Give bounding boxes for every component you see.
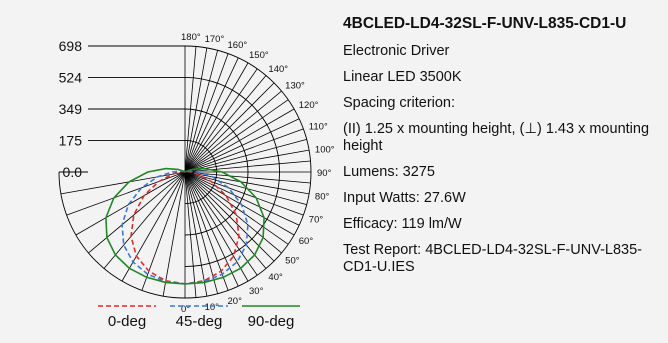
angle-label: 10°	[205, 302, 220, 313]
light-source-text: Linear LED 3500K	[343, 69, 462, 85]
angle-label: 60°	[299, 236, 314, 247]
grid-spoke	[184, 171, 249, 282]
grid-spoke	[88, 171, 186, 254]
angle-label: 20°	[228, 296, 243, 307]
grid-spoke	[184, 171, 258, 276]
driver-text: Electronic Driver	[343, 43, 450, 59]
grid-spoke	[184, 75, 267, 173]
grid-spoke	[184, 62, 249, 173]
spacing-criterion-label: Spacing criterion:	[343, 95, 456, 111]
grid-spoke	[184, 171, 307, 205]
grid-spoke	[184, 128, 304, 173]
grid-spoke	[184, 108, 295, 173]
legend-label: 90-deg	[248, 313, 295, 330]
photometric-polar-chart: 698 524 349 175 0.0 0° 10° 20° 30° 40°50° 60° 70° 8…	[58, 32, 335, 330]
grid-spoke	[184, 171, 289, 245]
grid-spoke	[184, 46, 197, 173]
angle-label: 130°	[285, 81, 305, 92]
angle-label: 30°	[249, 286, 264, 297]
product-title: 4BCLED-LD4-32SL-F-UNV-L835-CD1-U	[343, 15, 627, 32]
grid-spoke	[184, 171, 267, 269]
angle-label: 90°	[317, 168, 332, 179]
grid-frame	[58, 171, 186, 299]
grid-spoke	[103, 171, 186, 269]
angle-label: 180°	[181, 32, 201, 43]
angle-label: 170°	[205, 34, 225, 45]
grid-spoke	[121, 171, 186, 282]
grid-spoke	[66, 171, 186, 216]
grid-spoke	[60, 171, 186, 195]
product-info-panel: 4BCLED-LD4-32SL-F-UNV-L835-CD1-U Electro…	[343, 14, 661, 285]
angle-label: 150°	[249, 50, 269, 61]
angle-label: 50°	[285, 255, 300, 266]
angle-label: 160°	[228, 40, 248, 51]
angle-label: 70°	[309, 215, 324, 226]
grid-spoke	[184, 171, 282, 254]
input-watts-text: Input Watts: 27.6W	[343, 190, 466, 206]
grid-spoke	[184, 57, 239, 173]
grid-spoke	[184, 171, 295, 236]
radial-tick-label: 0.0	[63, 164, 83, 180]
grid-spoke	[184, 53, 229, 173]
grid-spoke	[184, 139, 307, 173]
lumens-text: Lumens: 3275	[343, 164, 435, 180]
grid-spoke	[184, 171, 239, 287]
spacing-criterion-value: (II) 1.25 x mounting height, (⊥) 1.43 x …	[343, 121, 650, 154]
grid-spoke	[75, 171, 186, 236]
grid-spoke	[184, 171, 300, 226]
distribution-curves	[105, 167, 265, 285]
angle-label: 80°	[315, 192, 330, 203]
angle-label: 120°	[299, 100, 319, 111]
grid-spoke	[184, 171, 304, 216]
grid-spoke	[184, 90, 282, 173]
series-curve-90-deg	[105, 167, 265, 285]
grid-spoke	[162, 171, 186, 297]
legend-label: 0-deg	[108, 313, 146, 330]
angle-label: 40°	[268, 272, 283, 283]
angle-label: 100°	[315, 144, 335, 155]
legend: 0-deg 45-deg 90-deg	[98, 305, 300, 330]
efficacy-text: Efficacy: 119 lm/W	[343, 216, 462, 232]
grid-spoke	[184, 160, 311, 173]
legend-label: 45-deg	[176, 313, 223, 330]
angle-label: 110°	[309, 121, 328, 132]
grid-spoke	[184, 171, 208, 297]
radial-tick-label: 698	[59, 38, 83, 54]
test-report-text: Test Report: 4BCLED-LD4-32SL-F-UNV-L835-…	[343, 242, 642, 275]
grid-spoke	[184, 82, 275, 173]
radial-tick-labels: 698 524 349 175 0.0	[59, 38, 185, 180]
grid-spoke	[184, 118, 300, 173]
grid-spoke	[184, 171, 197, 298]
grid-spoke	[184, 50, 218, 173]
grid-spoke	[184, 99, 289, 173]
angle-label: 140°	[268, 64, 288, 75]
grid-spoke	[184, 171, 218, 294]
angle-labels: 0° 10° 20° 30° 40°50° 60° 70° 80° 90° 100° 110° 120…	[181, 32, 335, 315]
angle-label: 0°	[181, 304, 190, 315]
radial-tick-label: 349	[59, 101, 83, 117]
radial-tick-label: 524	[59, 69, 83, 85]
grid-spoke	[184, 68, 258, 173]
grid-spoke	[184, 171, 310, 195]
radial-tick-label: 175	[59, 132, 83, 148]
grid-spoke	[184, 47, 208, 173]
